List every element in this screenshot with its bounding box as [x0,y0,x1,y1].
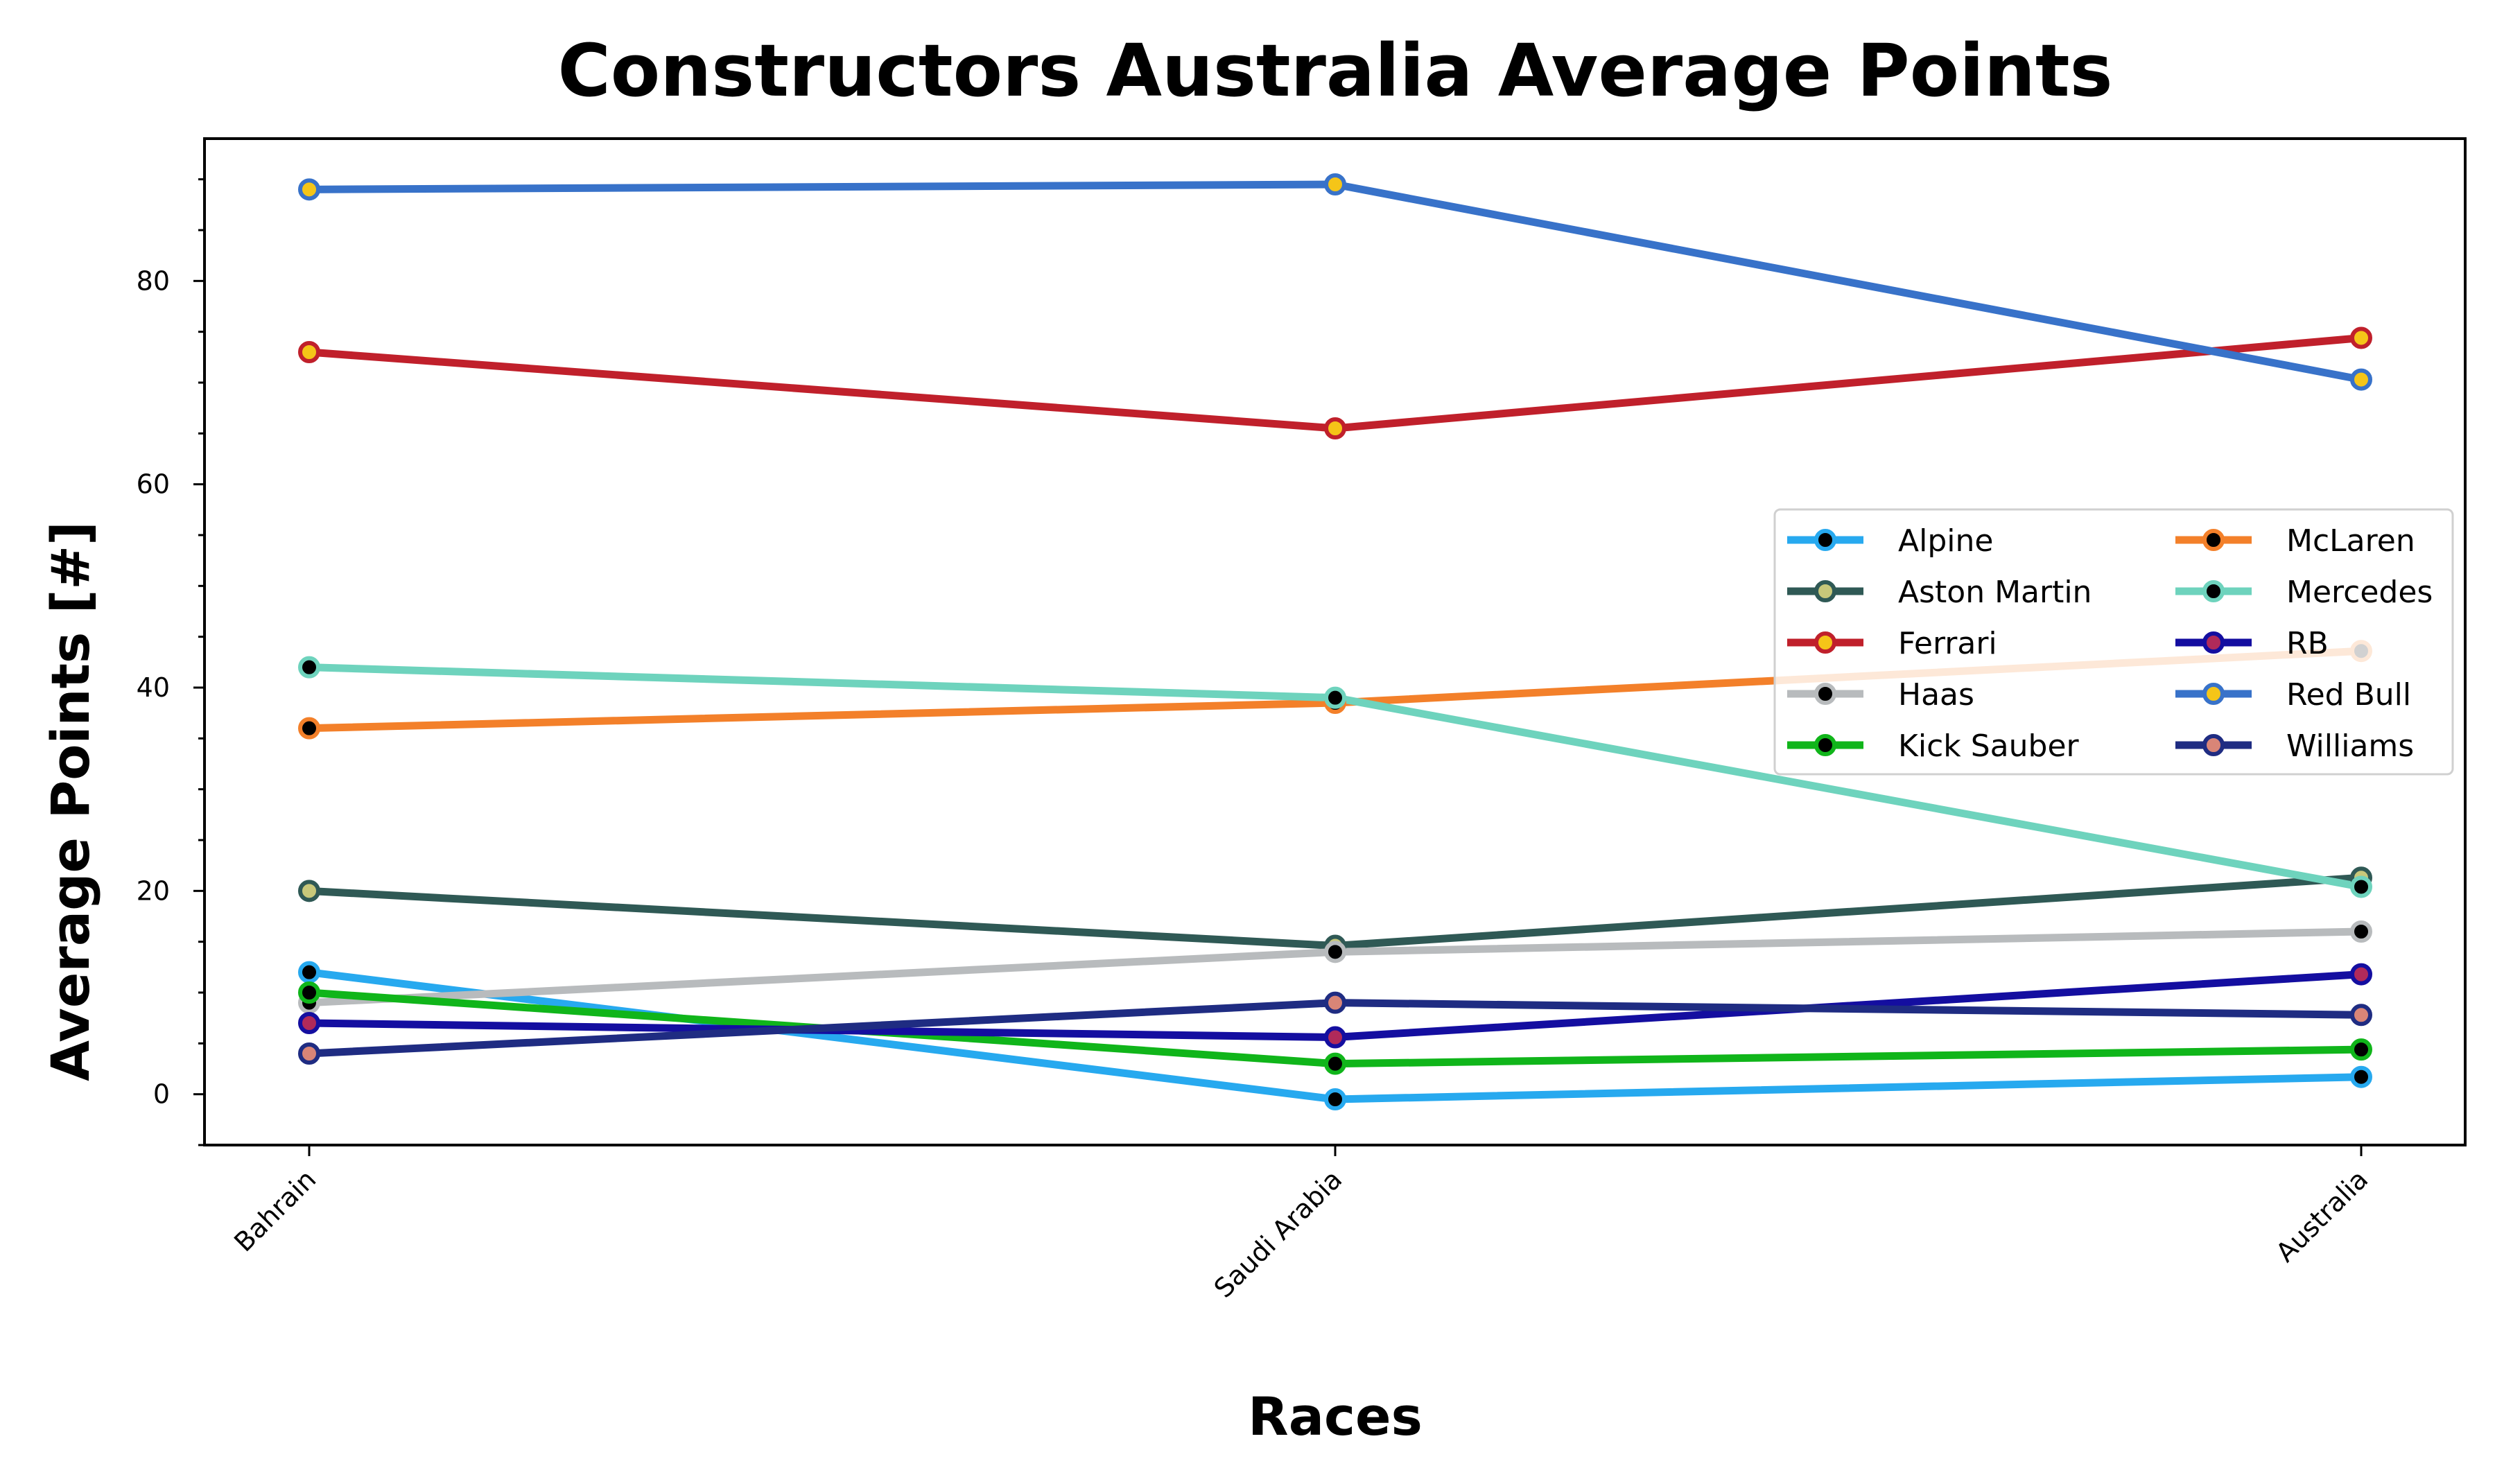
legend-label-rb: RB [2286,626,2329,661]
data-point-aston-martin [298,880,320,902]
legend-marker-mclaren [2202,529,2225,551]
data-point-williams [1324,991,1346,1014]
data-point-rb [298,1012,320,1034]
data-point-ferrari [1324,417,1346,439]
legend-label-red-bull: Red Bull [2286,677,2411,713]
data-point-alpine [1324,1088,1346,1110]
data-point-haas [2350,920,2372,943]
data-point-haas [1324,941,1346,963]
legend-label-haas: Haas [1898,677,1974,713]
data-point-williams [298,1042,320,1065]
legend-label-aston-martin: Aston Martin [1898,575,2092,610]
y-tick-label: 0 [153,1079,170,1110]
legend-label-mclaren: McLaren [2286,523,2415,559]
data-point-mercedes [298,656,320,679]
legend-marker-haas [1814,683,1836,705]
x-tick-label: Saudi Arabia [1208,1164,1348,1304]
chart-title: Constructors Australia Average Points [557,28,2112,113]
y-tick-label: 40 [137,672,170,703]
data-point-kick-sauber [2350,1038,2372,1061]
legend-marker-red-bull [2202,683,2225,705]
data-point-mclaren [298,717,320,740]
x-tick-label: Bahrain [228,1164,322,1257]
data-point-kick-sauber [298,981,320,1004]
data-point-ferrari [2350,326,2372,349]
legend-label-kick-sauber: Kick Sauber [1898,728,2080,764]
legend-marker-kick-sauber [1814,734,1836,756]
y-tick-label: 80 [137,265,170,296]
x-axis-label: Races [1248,1386,1423,1447]
data-point-mercedes [1324,686,1346,709]
data-point-ferrari [298,341,320,363]
legend-marker-mercedes [2202,580,2225,602]
legend-marker-aston-martin [1814,580,1836,602]
legend: Alpine Aston Martin Ferrari Haas Kick Sauber… [1773,508,2454,776]
data-point-rb [1324,1026,1346,1049]
data-point-red-bull [2350,368,2372,391]
legend-label-williams: Williams [2286,728,2414,764]
y-axis-label: Average Points [#] [40,521,101,1081]
data-point-kick-sauber [1324,1052,1346,1075]
legend-label-alpine: Alpine [1898,523,1993,559]
data-point-mercedes [2350,875,2372,898]
data-point-alpine [2350,1065,2372,1088]
series-line-ferrari [305,333,2365,433]
legend-marker-rb [2202,631,2225,654]
x-tick-label: Australia [2270,1164,2374,1268]
data-point-williams [2350,1004,2372,1027]
legend-marker-alpine [1814,529,1836,551]
data-point-red-bull [1324,173,1346,195]
legend-label-mercedes: Mercedes [2286,575,2433,610]
series-line-red-bull [305,180,2365,384]
legend-box [1773,508,2454,776]
data-point-red-bull [298,178,320,201]
legend-label-ferrari: Ferrari [1898,626,1997,661]
y-tick-label: 20 [137,875,170,906]
data-point-rb [2350,963,2372,986]
data-point-alpine [298,961,320,984]
y-tick-label: 60 [137,469,170,500]
legend-marker-ferrari [1814,631,1836,654]
legend-marker-williams [2202,734,2225,756]
